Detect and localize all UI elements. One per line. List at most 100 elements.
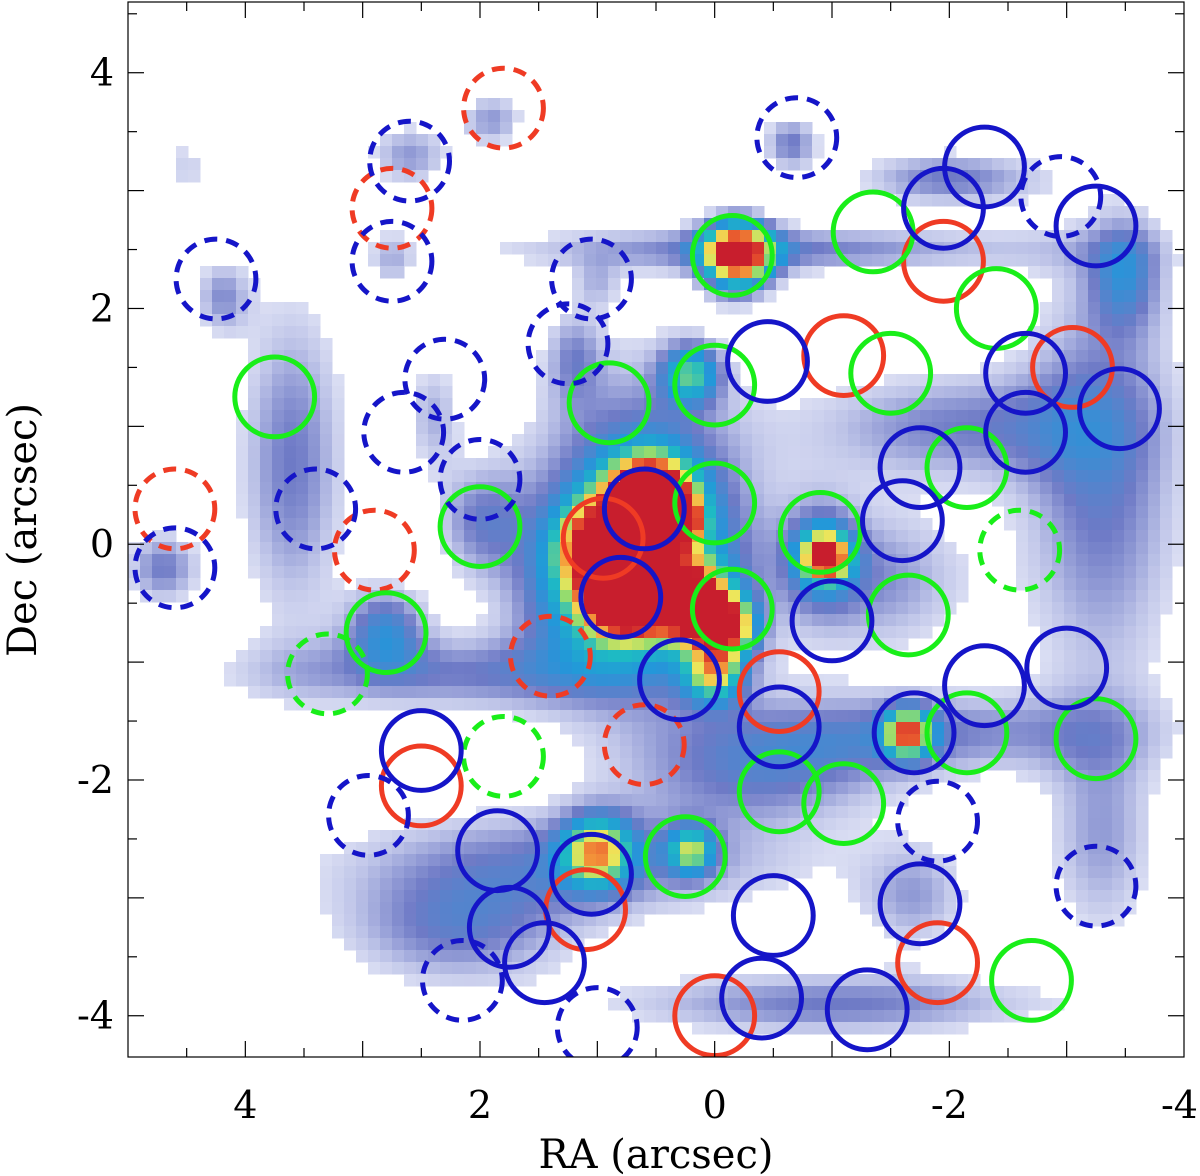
map-cell [200,290,213,303]
map-cell [1100,482,1113,495]
map-cell [272,638,285,651]
map-cell [1016,434,1029,447]
map-cell [1160,290,1173,303]
map-cell [1052,794,1065,807]
map-cell [1100,410,1113,423]
map-cell [800,446,813,459]
map-cell [584,242,597,255]
map-cell [524,674,537,687]
map-cell [416,842,429,855]
map-cell [512,662,525,675]
map-cell [524,686,537,699]
map-cell [1040,242,1053,255]
map-cell [704,614,717,627]
map-cell [440,674,453,687]
map-cell [836,1022,849,1035]
map-cell [812,254,825,267]
map-cell [260,458,273,471]
map-cell [788,770,801,783]
map-cell [1064,266,1077,279]
map-cell [404,926,417,939]
map-cell [1004,518,1017,531]
map-cell [524,566,537,579]
map-cell [500,578,513,591]
map-cell [512,890,525,903]
map-cell [488,902,501,915]
map-cell [656,230,669,243]
map-cell [212,278,225,291]
map-cell [596,842,609,855]
map-cell [1028,530,1041,543]
map-cell [596,254,609,267]
map-cell [1016,350,1029,363]
map-cell [632,494,645,507]
map-cell [488,698,501,711]
map-cell [584,254,597,267]
map-cell [584,506,597,519]
blue-dashed-circle [349,218,435,304]
map-cell [920,254,933,267]
map-cell [1076,614,1089,627]
map-cell [560,854,573,867]
map-cell [704,602,717,615]
map-cell [776,818,789,831]
map-cell [620,350,633,363]
map-cell [860,890,873,903]
map-cell [692,770,705,783]
map-cell [524,902,537,915]
map-cell [644,554,657,567]
map-cell [1148,638,1161,651]
map-cell [692,698,705,711]
map-cell [800,554,813,567]
map-cell [608,590,621,603]
map-cell [512,602,525,615]
map-cell [1004,746,1017,759]
map-cell [428,674,441,687]
map-cell [908,494,921,507]
map-cell [704,722,717,735]
map-cell [596,782,609,795]
map-cell [536,386,549,399]
map-cell [536,650,549,663]
map-cell [692,854,705,867]
map-cell [488,566,501,579]
map-cell [884,614,897,627]
map-cell [1052,422,1065,435]
map-cell [1160,326,1173,339]
map-cell [500,890,513,903]
map-cell [764,146,777,159]
map-cell [716,494,729,507]
map-cell [1124,578,1137,591]
map-cell [716,770,729,783]
map-cell [548,674,561,687]
map-cell [584,722,597,735]
map-cell [380,674,393,687]
map-cell [728,494,741,507]
map-cell [380,602,393,615]
map-cell [704,854,717,867]
map-cell [584,638,597,651]
map-cell [968,386,981,399]
map-cell [1088,482,1101,495]
map-cell [896,158,909,171]
map-cell [584,590,597,603]
map-cell [152,566,165,579]
map-cell [1076,782,1089,795]
map-cell [404,674,417,687]
map-cell [680,542,693,555]
map-cell [344,890,357,903]
map-cell [1052,278,1065,291]
map-cell [932,194,945,207]
map-cell [1076,278,1089,291]
map-cell [764,734,777,747]
map-cell [848,878,861,891]
map-cell [452,434,465,447]
map-cell [860,986,873,999]
map-cell [692,362,705,375]
map-cell [1148,362,1161,375]
map-cell [1172,458,1184,471]
map-cell [1100,266,1113,279]
map-cell [1088,554,1101,567]
map-cell [872,422,885,435]
map-cell [1076,794,1089,807]
